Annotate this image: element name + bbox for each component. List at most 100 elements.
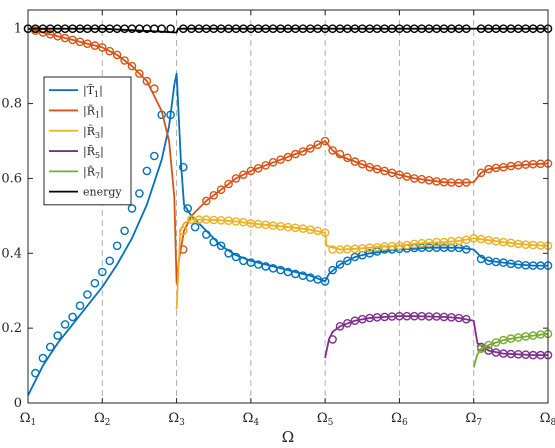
legend-label-sub: 7 (95, 171, 100, 180)
series-line (28, 27, 548, 34)
x-tick-label-sub: 6 (402, 418, 408, 428)
x-tick-label: Ω8 (540, 411, 555, 428)
series-marker (75, 301, 85, 311)
series-marker (166, 110, 175, 120)
legend-label-end: | (100, 104, 104, 118)
legend-label-sub: 1 (94, 90, 99, 99)
y-tick-label: 0.6 (1, 171, 22, 186)
series-marker (149, 84, 159, 93)
series-marker (224, 248, 233, 258)
series-marker (343, 153, 352, 163)
series-line (27, 72, 548, 396)
x-tick-label: Ω2 (94, 411, 111, 428)
series-marker (268, 157, 278, 167)
series-marker (305, 144, 315, 153)
series-marker (476, 254, 486, 264)
series-marker (46, 342, 55, 352)
legend-label: |T̃1| (83, 84, 103, 99)
series-marker (216, 241, 226, 251)
series-marker (461, 178, 471, 187)
series-marker (343, 256, 352, 266)
y-tick-label: 0.4 (1, 246, 22, 261)
x-tick-label-sub: 1 (31, 418, 37, 428)
series-layer (23, 24, 553, 396)
series-marker (320, 228, 330, 237)
series-marker (476, 344, 486, 354)
legend-label-main: |R̃ (83, 145, 96, 159)
series-marker (183, 204, 192, 213)
series-marker (149, 151, 159, 161)
legend-label-main: |R̃ (83, 165, 96, 179)
x-tick-label-main: Ω (391, 411, 402, 426)
series-marker (291, 149, 300, 159)
x-tick-label: Ω4 (243, 411, 260, 428)
plot-frame (27, 9, 549, 404)
legend-label: |R̃3| (83, 125, 104, 140)
series-marker (178, 226, 188, 236)
series-marker (216, 185, 226, 194)
legend-box (43, 76, 132, 206)
series-marker (484, 340, 493, 350)
legend-label: energy (83, 186, 122, 199)
legend-label-end: | (99, 84, 103, 98)
x-tick-label: Ω5 (317, 411, 334, 428)
series-marker (31, 368, 40, 378)
x-tick-label-main: Ω (465, 411, 476, 426)
y-tick-label: 0.2 (1, 321, 22, 336)
series-marker (53, 331, 63, 340)
legend-label-sub: 5 (95, 151, 100, 160)
series-marker (461, 245, 471, 254)
x-tick-label-main: Ω (20, 411, 31, 426)
series-marker (178, 24, 188, 34)
series-marker (320, 277, 330, 286)
series-3 (324, 311, 553, 360)
series-marker (476, 168, 486, 178)
legend-label: |R̃7| (83, 165, 104, 180)
legend-label-end: | (100, 165, 104, 179)
series-marker (298, 147, 308, 156)
series-marker (120, 56, 129, 65)
y-tick-label: 1 (14, 22, 22, 37)
series-line (472, 332, 549, 368)
series-marker (142, 76, 152, 86)
series-marker (328, 146, 337, 155)
series-marker (335, 260, 345, 269)
series-marker (68, 312, 77, 322)
legend-label-end: | (100, 125, 104, 139)
x-tick-label-main: Ω (94, 411, 105, 426)
series-marker (190, 222, 200, 232)
x-tick-label-main: Ω (168, 411, 179, 426)
series-line (175, 218, 549, 310)
series-marker (231, 174, 241, 183)
x-tick-label-sub: 2 (105, 418, 111, 428)
legend-label-sub: 1 (95, 110, 100, 119)
series-marker (335, 149, 345, 159)
series-marker (201, 230, 211, 239)
series-marker (142, 166, 152, 176)
x-tick-label-sub: 3 (179, 418, 185, 428)
series-marker (320, 136, 330, 146)
series-marker (461, 314, 471, 324)
series-marker (357, 159, 367, 169)
series-marker (209, 190, 218, 200)
series-marker (112, 241, 122, 251)
series-marker (105, 256, 114, 266)
x-tick-label: Ω1 (20, 411, 37, 428)
series-marker (491, 338, 501, 347)
legend-label: |R̃1| (83, 104, 104, 119)
series-marker (350, 157, 360, 166)
series-line (324, 315, 548, 359)
series-marker (83, 39, 92, 49)
series-marker (283, 152, 293, 162)
series-marker (231, 252, 241, 262)
series-marker (328, 335, 337, 344)
series-marker (38, 353, 48, 363)
series-marker (120, 226, 129, 236)
series-marker (313, 140, 323, 149)
series-marker (461, 24, 471, 34)
series-marker (105, 46, 114, 56)
series-marker (201, 196, 211, 206)
series-marker (224, 179, 233, 189)
